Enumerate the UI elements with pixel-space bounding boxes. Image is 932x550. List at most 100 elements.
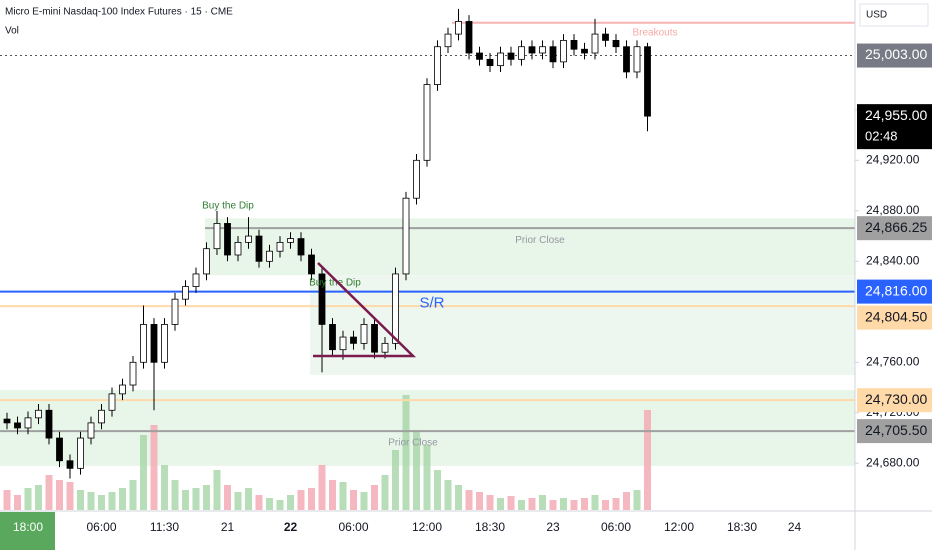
price-badge-label: 24,816.00 — [865, 282, 927, 298]
candle-body — [644, 46, 651, 117]
x-tick-label: 06:00 — [338, 520, 368, 534]
volume-bar — [434, 470, 441, 510]
candle-body — [560, 39, 567, 63]
volume-bar — [108, 492, 116, 510]
level-note: Prior Close — [388, 438, 438, 449]
candle-body — [297, 238, 305, 256]
price-badge-label: 24,866.25 — [865, 219, 927, 235]
volume-bar — [360, 492, 368, 510]
candle-body — [518, 46, 525, 60]
price-badge-label: 25,003.00 — [865, 46, 927, 62]
currency-box[interactable] — [859, 3, 929, 27]
volume-bar — [602, 500, 609, 510]
volume-bar — [203, 485, 210, 510]
symbol-title[interactable]: Micro E-mini Nasdaq-100 Index Futures · … — [5, 7, 233, 18]
candle-body — [98, 409, 105, 424]
volume-bar — [444, 480, 452, 510]
volume-bar — [140, 435, 147, 510]
candle-body — [350, 336, 357, 344]
volume-bar — [192, 488, 200, 510]
volume-bar — [297, 490, 305, 510]
candle-body — [108, 393, 116, 411]
candle-body — [308, 254, 315, 275]
candle-body — [192, 273, 200, 287]
volume-bar — [507, 496, 515, 510]
price-badge — [857, 305, 932, 330]
volume-bar — [56, 480, 63, 510]
axis-layer: 24,680.0024,720.0024,760.0024,840.0024,8… — [13, 43, 932, 534]
volume-bar — [350, 490, 357, 510]
volume-bar — [45, 475, 53, 510]
candle-body — [423, 84, 431, 161]
price-badge — [857, 279, 932, 304]
candle-body — [497, 52, 504, 67]
annotation: Buy the Dip — [309, 277, 361, 288]
price-badge — [857, 104, 932, 150]
price-badge-label: 24,705.50 — [865, 422, 927, 438]
y-tick-label: 24,920.00 — [866, 152, 920, 166]
indicator-label[interactable]: Vol — [5, 26, 19, 37]
candle-body — [465, 21, 473, 54]
volume-bar — [633, 490, 641, 510]
volume-bar — [234, 492, 242, 510]
x-tick-label: 06:00 — [86, 520, 116, 534]
volume-bar — [266, 498, 273, 510]
candle-body — [339, 336, 347, 351]
volume-bar — [224, 485, 231, 510]
candle-body — [612, 39, 620, 48]
y-tick-label: 24,880.00 — [866, 203, 920, 217]
volume-bar — [591, 495, 599, 510]
candle-body — [371, 324, 378, 353]
x-tick-label: 06:00 — [601, 520, 631, 534]
volume-bar — [570, 500, 578, 510]
x-tick-label: 11:30 — [150, 520, 179, 534]
volume-bar — [161, 465, 168, 510]
volume-bar — [150, 425, 158, 510]
volume-bar — [98, 495, 105, 510]
candle-body — [255, 235, 263, 262]
candle-body — [392, 273, 399, 344]
candle-body — [434, 46, 441, 85]
volume-bar — [287, 495, 294, 510]
volume-bar — [623, 492, 630, 510]
volume-bar — [528, 498, 536, 510]
x-tick-label: 12:00 — [412, 520, 442, 534]
triangle-drawing — [313, 262, 417, 358]
candle-body — [24, 417, 32, 429]
x-tick-label: 18:30 — [475, 520, 505, 534]
volume-bar — [476, 492, 483, 510]
volume-bar — [612, 498, 620, 510]
level-note: Prior Close — [515, 235, 565, 246]
candle-body — [623, 46, 630, 73]
zone — [310, 275, 855, 375]
candle-body — [444, 33, 452, 48]
candle-body — [507, 52, 515, 60]
candle-body — [203, 248, 210, 275]
candle-body — [45, 409, 53, 439]
candle-body — [633, 46, 641, 73]
price-badge-label: 24,804.50 — [865, 308, 927, 324]
candle-body — [66, 460, 74, 469]
candle-body — [35, 409, 42, 419]
candle-body — [413, 159, 420, 199]
candle-body — [360, 324, 368, 344]
volume-bar — [581, 498, 588, 510]
x-tick-label: 23 — [546, 520, 560, 534]
volume-bar — [129, 480, 137, 510]
x-tick-label: 12:00 — [664, 520, 694, 534]
countdown: 02:48 — [865, 129, 898, 144]
volume-bar — [518, 500, 525, 510]
level-note: S/R — [419, 295, 444, 312]
price-badge — [857, 419, 932, 444]
candle-body — [486, 58, 494, 67]
candle-body — [539, 46, 546, 54]
candle-body — [476, 52, 483, 60]
volume-bar — [171, 480, 179, 510]
time-highlight — [0, 512, 55, 550]
volume-bar — [66, 482, 74, 510]
currency[interactable]: USD — [866, 10, 887, 21]
volume-bar — [3, 490, 11, 510]
volume-bar — [549, 500, 557, 510]
candle-body — [528, 46, 536, 54]
volume-bar — [339, 482, 347, 510]
